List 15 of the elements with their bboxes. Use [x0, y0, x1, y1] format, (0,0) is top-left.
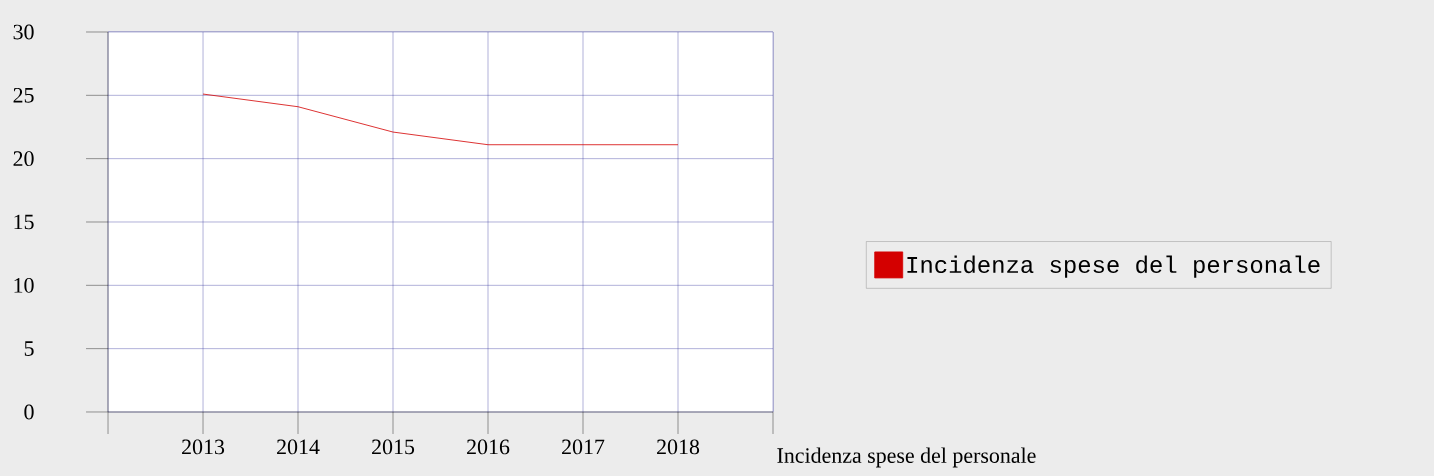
- x-tick-label: 2018: [657, 439, 700, 455]
- y-tick-label: 25: [13, 87, 34, 103]
- y-tick-label: 10: [14, 277, 34, 293]
- x-tick-label: 2016: [467, 439, 510, 455]
- legend-label: Incidenza spese del personale: [907, 255, 1320, 278]
- x-tick-label: 2015: [372, 439, 415, 455]
- y-tick-label: 20: [13, 151, 34, 167]
- y-tick-label: 30: [13, 24, 34, 40]
- y-tick-label: 0: [24, 404, 34, 420]
- y-tick-label: 15: [14, 214, 34, 230]
- x-axis-title: Incidenza spese del personale: [777, 447, 1036, 468]
- x-tick-label: 2013: [182, 439, 225, 455]
- y-tick-label: 5: [24, 341, 34, 356]
- x-tick-label: 2014: [277, 439, 320, 455]
- x-tick-label: 2017: [562, 439, 605, 455]
